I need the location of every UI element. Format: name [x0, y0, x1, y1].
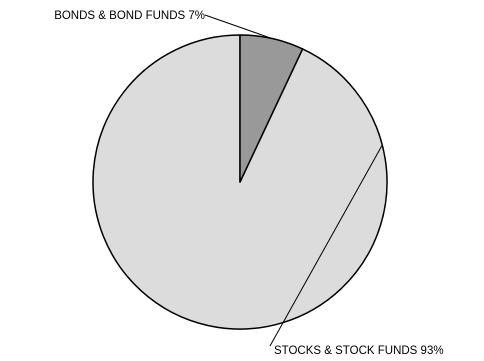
pie-slice-bonds: [239, 34, 304, 183]
slice-label-bonds: BONDS & BOND FUNDS 7%: [54, 10, 205, 22]
pie-slices: [92, 34, 388, 330]
leader-lines: [204, 14, 383, 347]
slice-labels: STOCKS & STOCK FUNDS 93% BONDS & BOND FUN…: [54, 10, 443, 357]
slice-label-stocks: STOCKS & STOCK FUNDS 93%: [274, 345, 444, 357]
leader-line-stocks: [269, 144, 383, 347]
leader-line-bonds: [204, 14, 273, 40]
